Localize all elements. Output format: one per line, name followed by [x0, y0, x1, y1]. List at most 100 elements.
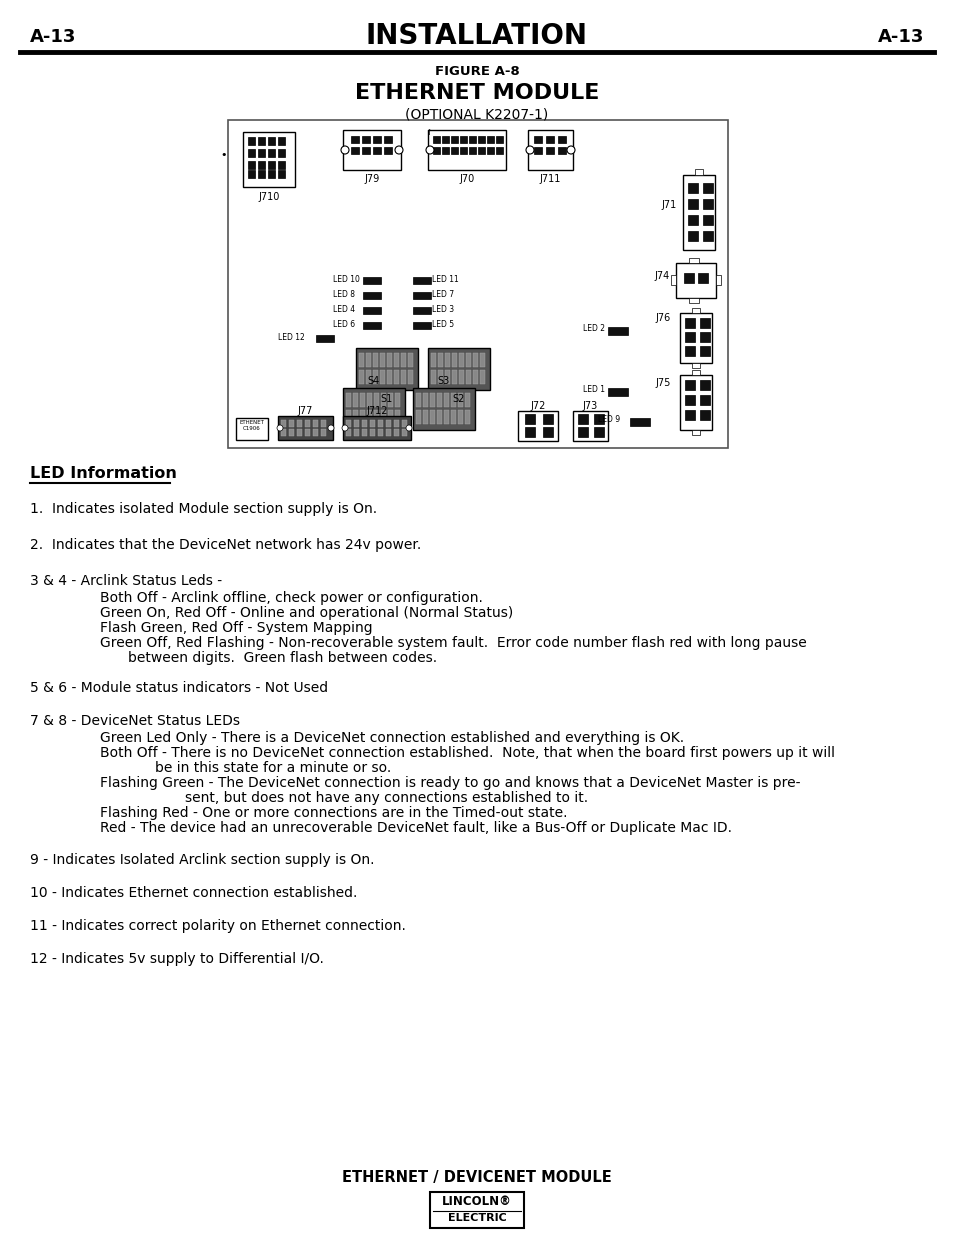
Circle shape — [340, 146, 349, 154]
Bar — [479, 353, 484, 367]
Bar — [496, 136, 502, 143]
Bar — [413, 388, 475, 430]
Circle shape — [566, 146, 575, 154]
Text: J74: J74 — [654, 270, 669, 282]
Bar — [431, 353, 436, 367]
Text: A-13: A-13 — [30, 28, 76, 46]
Bar — [394, 353, 398, 367]
Bar — [296, 420, 302, 427]
Bar — [441, 147, 449, 154]
Text: J72: J72 — [530, 401, 545, 411]
Bar — [428, 348, 490, 390]
Bar — [373, 370, 377, 384]
Bar — [281, 420, 286, 427]
Bar — [452, 353, 456, 367]
Bar — [457, 410, 462, 424]
Text: Green Off, Red Flashing - Non-recoverable system fault.  Error code number flash: Green Off, Red Flashing - Non-recoverabl… — [100, 636, 806, 650]
Text: J76: J76 — [655, 312, 670, 324]
Circle shape — [426, 146, 434, 154]
Bar — [431, 370, 436, 384]
Bar — [257, 149, 265, 157]
Text: J71: J71 — [660, 200, 676, 210]
Bar — [437, 353, 442, 367]
Bar — [367, 393, 372, 408]
Bar — [395, 410, 399, 424]
Bar — [700, 395, 709, 405]
Bar — [684, 332, 695, 342]
Bar — [374, 410, 378, 424]
Bar — [296, 429, 302, 436]
Bar — [373, 147, 380, 154]
Bar — [379, 370, 385, 384]
Bar — [473, 353, 477, 367]
Bar — [684, 317, 695, 329]
Text: LED 8: LED 8 — [333, 290, 355, 299]
Bar — [517, 411, 558, 441]
Bar — [459, 136, 467, 143]
Bar — [394, 420, 398, 427]
Bar — [343, 388, 405, 430]
Bar — [558, 147, 565, 154]
Bar — [289, 420, 294, 427]
Bar — [386, 420, 391, 427]
Bar — [698, 273, 707, 283]
Bar — [479, 370, 484, 384]
Text: LED 5: LED 5 — [432, 320, 454, 329]
Text: J710: J710 — [258, 191, 279, 203]
Text: LED 12: LED 12 — [277, 333, 304, 342]
Text: 12 - Indicates 5v supply to Differential I/O.: 12 - Indicates 5v supply to Differential… — [30, 952, 323, 966]
Bar — [702, 215, 712, 225]
Bar — [451, 393, 456, 408]
Bar — [289, 429, 294, 436]
Text: between digits.  Green flash between codes.: between digits. Green flash between code… — [128, 651, 436, 664]
Text: Green Led Only - There is a DeviceNet connection established and everything is O: Green Led Only - There is a DeviceNet co… — [100, 731, 683, 745]
Bar — [305, 420, 310, 427]
Bar — [444, 353, 450, 367]
Text: J70: J70 — [459, 174, 475, 184]
Bar — [700, 317, 709, 329]
Bar — [716, 275, 720, 285]
Bar — [428, 130, 505, 170]
Bar — [469, 147, 476, 154]
Text: ↑: ↑ — [424, 128, 432, 137]
Bar — [679, 375, 711, 430]
Bar — [436, 410, 441, 424]
Bar — [373, 136, 380, 143]
Bar — [361, 147, 370, 154]
Bar — [452, 370, 456, 384]
Bar — [354, 429, 358, 436]
Bar — [416, 393, 420, 408]
Bar — [388, 393, 393, 408]
Bar — [441, 136, 449, 143]
Bar — [268, 149, 274, 157]
Bar — [386, 429, 391, 436]
Bar — [373, 353, 377, 367]
Bar — [354, 420, 358, 427]
Bar — [394, 370, 398, 384]
Bar — [343, 130, 400, 170]
Circle shape — [406, 425, 412, 431]
Bar — [277, 161, 285, 169]
Bar — [451, 136, 457, 143]
Bar — [524, 414, 535, 424]
Text: LINCOLN®: LINCOLN® — [441, 1195, 512, 1208]
Text: S4: S4 — [368, 375, 379, 387]
Bar — [257, 170, 265, 178]
Bar — [351, 136, 358, 143]
Bar — [387, 370, 392, 384]
Bar — [388, 410, 393, 424]
Bar — [359, 393, 365, 408]
Bar — [688, 258, 699, 263]
Text: LED 10: LED 10 — [333, 275, 359, 284]
Text: Flash Green, Red Off - System Mapping: Flash Green, Red Off - System Mapping — [100, 621, 373, 635]
Bar — [486, 136, 494, 143]
Bar — [464, 393, 470, 408]
Bar — [413, 277, 431, 284]
Bar — [670, 275, 676, 285]
Bar — [687, 199, 698, 209]
Text: •: • — [220, 149, 226, 161]
Text: 7 & 8 - DeviceNet Status LEDs: 7 & 8 - DeviceNet Status LEDs — [30, 714, 240, 727]
Bar — [629, 417, 649, 426]
Text: J79: J79 — [364, 174, 379, 184]
Bar — [573, 411, 607, 441]
